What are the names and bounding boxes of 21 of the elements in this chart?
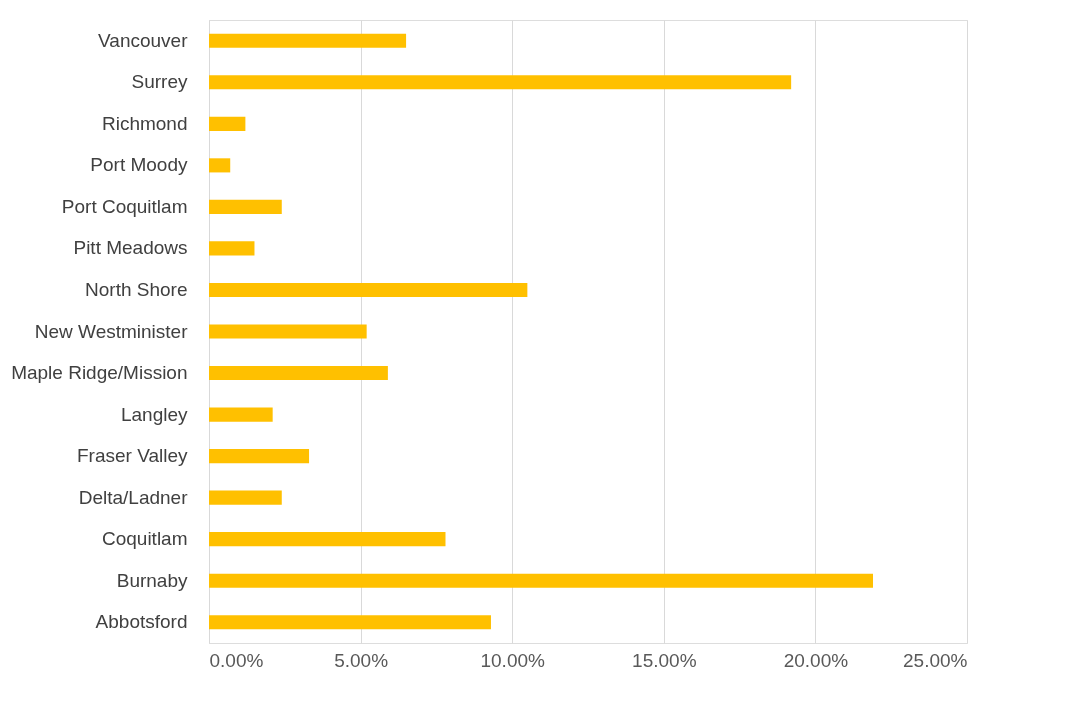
y-tick-label: Richmond [101,112,188,134]
y-tick-label: Surrey [131,71,188,93]
y-tick-label: Maple Ridge/Mission [11,362,188,384]
y-tick-label: Vancouver [98,29,189,51]
y-tick-label: Langley [120,403,188,425]
x-tick-label: 0.00% [209,649,264,671]
y-tick-label: Fraser Valley [76,445,188,467]
y-tick-label: North Shore [85,278,188,300]
x-tick-label: 5.00% [334,649,389,671]
y-tick-label: Abbotsford [95,611,188,633]
y-tick-label: New Westminister [34,320,189,342]
y-tick-label: Delta/Ladner [78,486,189,508]
x-tick-label: 20.00% [783,649,849,671]
y-tick-label: Port Coquitlam [61,195,188,217]
y-tick-label: Port Moody [90,154,188,176]
x-tick-label: 15.00% [632,649,697,671]
y-tick-label: Coquitlam [101,528,188,550]
x-tick-label: 10.00% [480,649,546,671]
x-tick-label: 25.00% [903,649,968,671]
y-tick-label: Pitt Meadows [73,237,188,259]
y-tick-label: Burnaby [116,569,188,591]
